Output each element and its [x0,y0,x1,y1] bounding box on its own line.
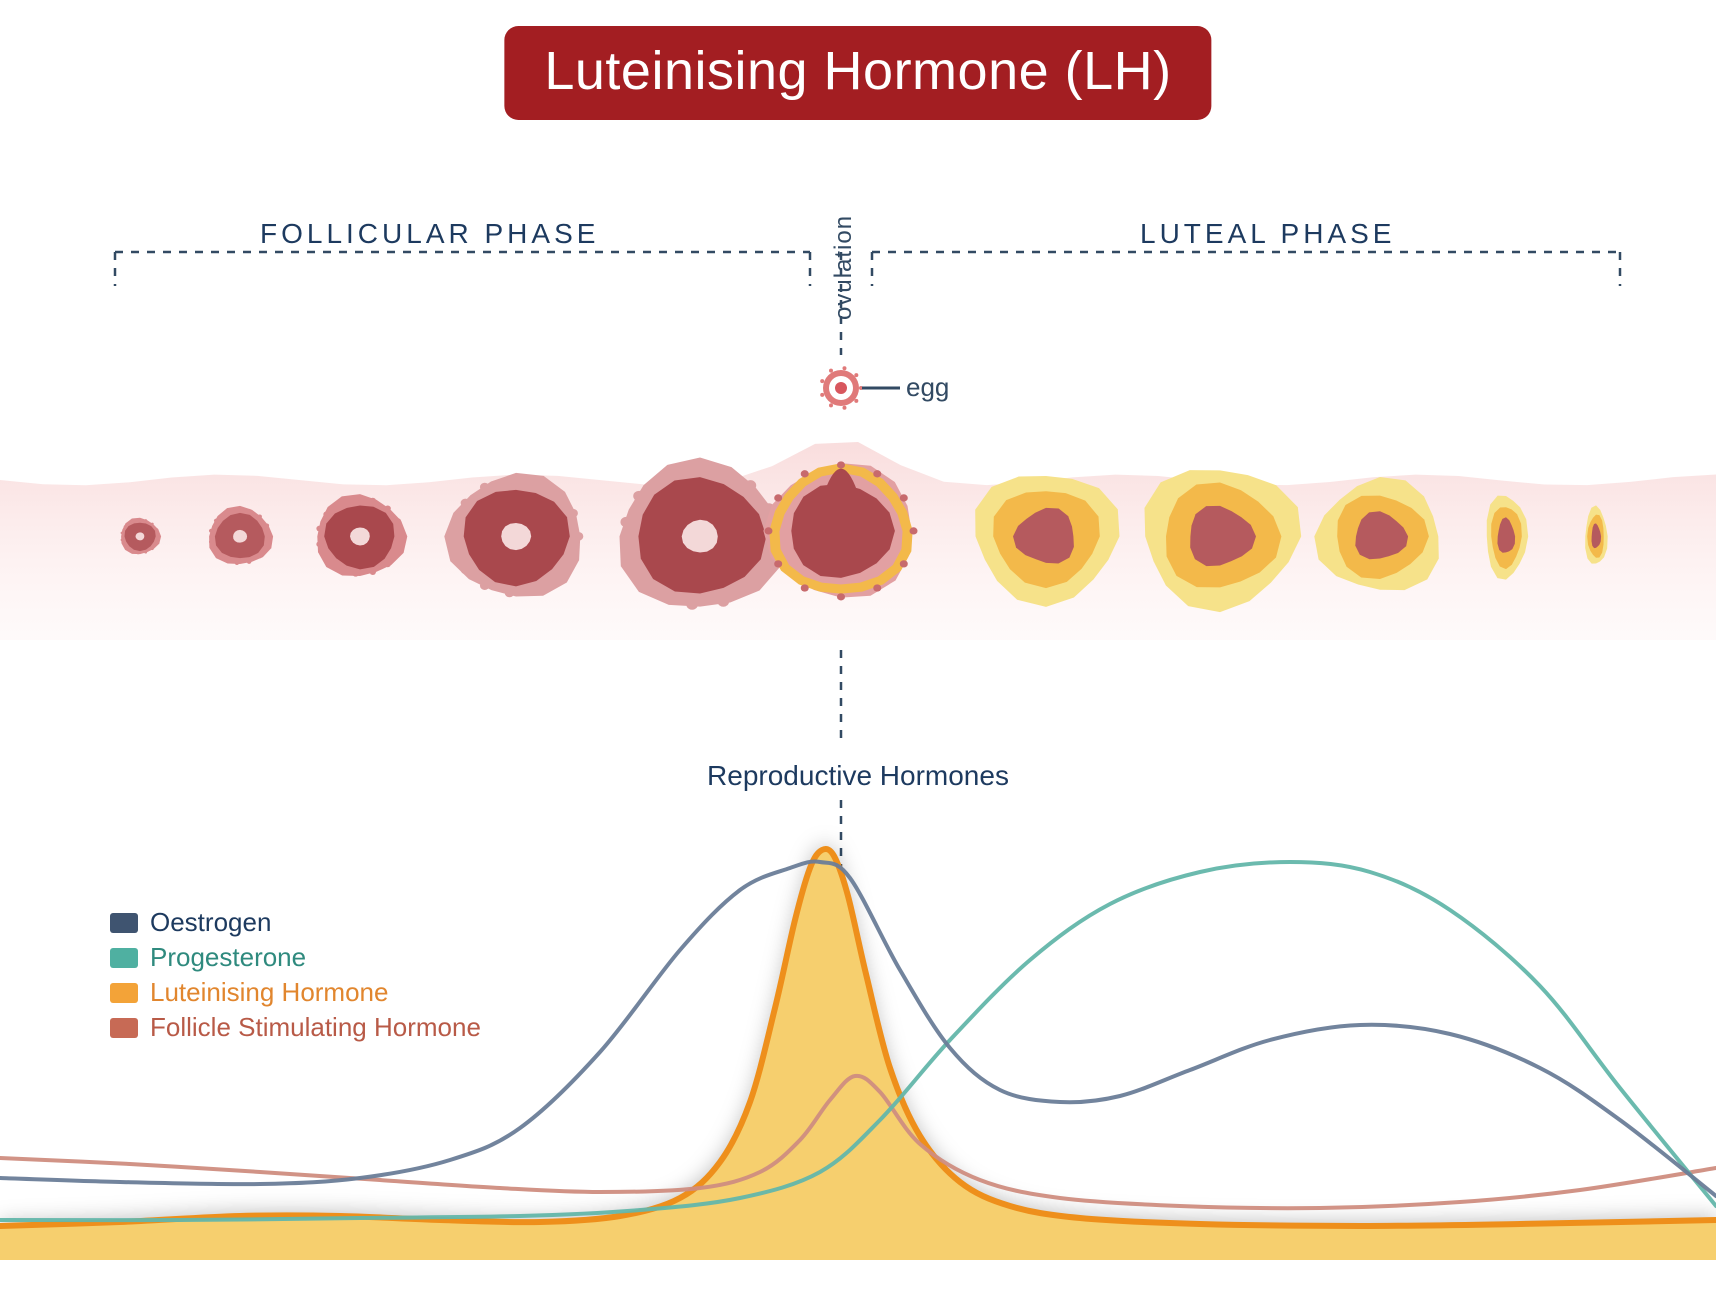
ovary-tissue [0,440,1716,640]
chart-title: Reproductive Hormones [707,760,1009,792]
phase-label-follicular: FOLLICULAR PHASE [260,218,599,250]
egg-label: egg [906,372,949,403]
phase-label-ovulation: ovulation [830,215,858,320]
phase-label-luteal: LUTEAL PHASE [1140,218,1395,250]
hormone-chart [0,800,1716,1260]
page-title: Luteinising Hormone (LH) [504,26,1211,120]
page: Luteinising Hormone (LH) FOLLICULAR PHAS… [0,0,1716,1293]
